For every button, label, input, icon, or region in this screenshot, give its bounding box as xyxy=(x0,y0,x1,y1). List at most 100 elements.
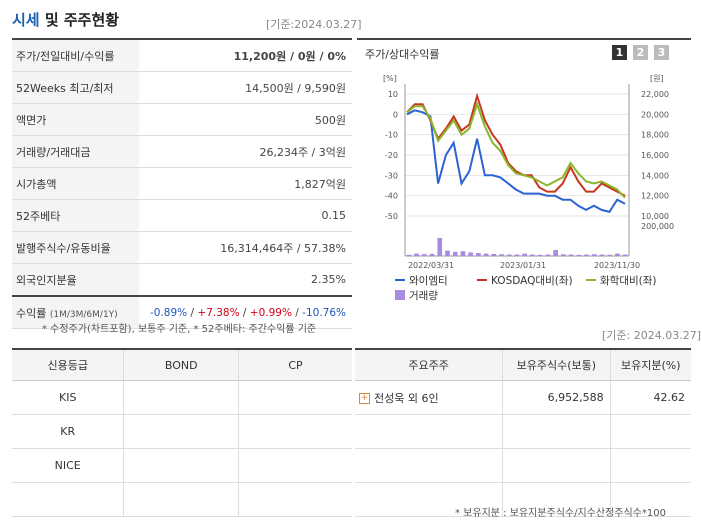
volume-bar xyxy=(622,254,628,256)
returns-row: 수익률 (1M/3M/6M/1Y) -0.89% / +7.38% / +0.9… xyxy=(12,295,352,329)
quote-value: 11,200원 / 0원 / 0% xyxy=(139,38,352,72)
volume-bar xyxy=(468,252,473,256)
quote-value: 0.15 xyxy=(139,199,352,232)
quote-label: 주가/전일대비/수익률 xyxy=(12,38,139,72)
quote-label: 발행주식수/유동비율 xyxy=(12,231,139,264)
volume-bar xyxy=(491,253,497,256)
credit-cell xyxy=(237,482,352,517)
holder-header: 보유지분(%) xyxy=(609,348,691,381)
right-tick-label: 16,000 xyxy=(641,151,669,160)
quote-label: 외국인지분율 xyxy=(12,263,139,297)
left-tick-label: 10 xyxy=(388,90,398,99)
right-tick-label: 22,000 xyxy=(641,90,669,99)
x-tick-label: 2023/11/30 xyxy=(594,261,640,270)
volume-bar xyxy=(599,254,605,256)
title-highlight: 시세 xyxy=(12,11,40,29)
table-row xyxy=(355,482,691,517)
volume-tick-label: 200,000 xyxy=(641,222,674,231)
returns-label-text: 수익률 xyxy=(16,306,47,320)
volume-bar xyxy=(584,254,589,256)
volume-bar xyxy=(452,251,458,256)
holder-shares-cell xyxy=(502,414,611,449)
quote-row: 액면가 500원 xyxy=(12,103,352,136)
holder-name-cell: + 전성욱 외 6인 xyxy=(355,380,503,415)
volume-bar xyxy=(460,251,466,256)
volume-bar xyxy=(553,250,558,256)
left-axis-unit: [%] xyxy=(383,74,397,83)
return-separator: / xyxy=(190,306,198,319)
volume-bar xyxy=(514,254,520,256)
price-chart: [%] [원] 10 0 -10 -20 -30 -40 -50 22,000 20,000 18,0… xyxy=(383,74,674,302)
left-tick-label: 0 xyxy=(393,110,398,119)
quote-label: 거래량/거래대금 xyxy=(12,135,139,168)
legend-label: 와이엠티 xyxy=(409,275,448,287)
right-axis-unit: [원] xyxy=(650,74,664,83)
credit-rating-table: 신용등급 BOND CP KIS KR NICE xyxy=(12,348,352,517)
legend-label: KOSDAQ대비(좌) xyxy=(491,275,573,287)
return-separator: / xyxy=(242,306,250,319)
quote-value: 500원 xyxy=(139,103,352,136)
holder-note: * 보유지분 : 보유지분주식수/지수산정주식수*100 xyxy=(455,508,666,519)
table-row xyxy=(355,448,691,483)
credit-header: 신용등급 xyxy=(12,348,124,381)
credit-cell: KIS xyxy=(12,380,124,415)
return-1y: -10.76% xyxy=(302,306,346,319)
chart-page-3-button[interactable]: 3 xyxy=(654,45,669,60)
left-tick-label: -10 xyxy=(385,131,398,140)
chart-panel xyxy=(357,38,691,316)
volume-bar xyxy=(506,254,512,256)
holder-name-cell xyxy=(355,482,503,517)
holder-shares-cell xyxy=(502,482,611,517)
returns-values: -0.89% / +7.38% / +0.99% / -10.76% xyxy=(139,295,352,329)
holder-header: 보유주식수(보통) xyxy=(502,348,611,381)
volume-bar xyxy=(615,253,620,256)
right-tick-label: 14,000 xyxy=(641,171,669,180)
x-tick-label: 2022/03/31 xyxy=(408,261,454,270)
credit-cell xyxy=(123,380,239,415)
volume-bar xyxy=(483,253,489,256)
holder-shares-cell xyxy=(502,448,611,483)
holder-pct-cell xyxy=(609,482,691,517)
volume-bar xyxy=(499,254,504,256)
legend-swatch xyxy=(395,290,405,300)
legend-label: 거래량 xyxy=(409,290,438,302)
quote-row: 52주베타 0.15 xyxy=(12,199,352,232)
credit-cell xyxy=(237,414,352,449)
quote-note: * 수정주가(차트포함), 보통주 기준, * 52주베타: 주간수익률 기준 xyxy=(42,324,317,335)
volume-bar xyxy=(414,253,419,256)
left-tick-label: -30 xyxy=(385,171,398,180)
title-rest: 및 주주현황 xyxy=(39,11,120,29)
volume-bar xyxy=(445,250,450,256)
holder-header: 주요주주 xyxy=(355,348,503,381)
table-row: KIS xyxy=(12,380,352,415)
volume-bar xyxy=(522,253,528,256)
plus-icon[interactable]: + xyxy=(359,393,370,404)
left-tick-label: -40 xyxy=(385,192,398,201)
holder-name: 전성욱 외 6인 xyxy=(374,391,439,405)
right-tick-label: 18,000 xyxy=(641,131,669,140)
holder-pct-cell: 42.62 xyxy=(609,380,691,415)
volume-bar xyxy=(429,253,435,256)
quote-table: 주가/전일대비/수익률 11,200원 / 0원 / 0% 52Weeks 최고/최… xyxy=(12,38,352,329)
table-row xyxy=(355,414,691,449)
chart-page-1-button[interactable]: 1 xyxy=(612,45,627,60)
series-line xyxy=(406,109,626,214)
table-row: KR xyxy=(12,414,352,449)
credit-header: CP xyxy=(237,348,352,381)
returns-label-sub: (1M/3M/6M/1Y) xyxy=(49,309,118,320)
credit-cell xyxy=(237,448,352,483)
series-line xyxy=(406,101,626,199)
quote-row: 외국인지분율 2.35% xyxy=(12,263,352,297)
volume-bar xyxy=(545,254,551,256)
returns-label: 수익률 (1M/3M/6M/1Y) xyxy=(12,295,139,329)
volume-bar xyxy=(530,254,535,256)
quote-row: 시가총액 1,827억원 xyxy=(12,167,352,200)
quote-row: 52Weeks 최고/최저 14,500원 / 9,590원 xyxy=(12,71,352,104)
quote-value: 26,234주 / 3억원 xyxy=(139,135,352,168)
credit-cell xyxy=(237,380,352,415)
holder-pct-cell xyxy=(609,414,691,449)
table-row xyxy=(12,482,352,517)
credit-cell xyxy=(12,482,124,517)
volume-bar xyxy=(561,254,566,256)
chart-page-2-button[interactable]: 2 xyxy=(633,45,648,60)
